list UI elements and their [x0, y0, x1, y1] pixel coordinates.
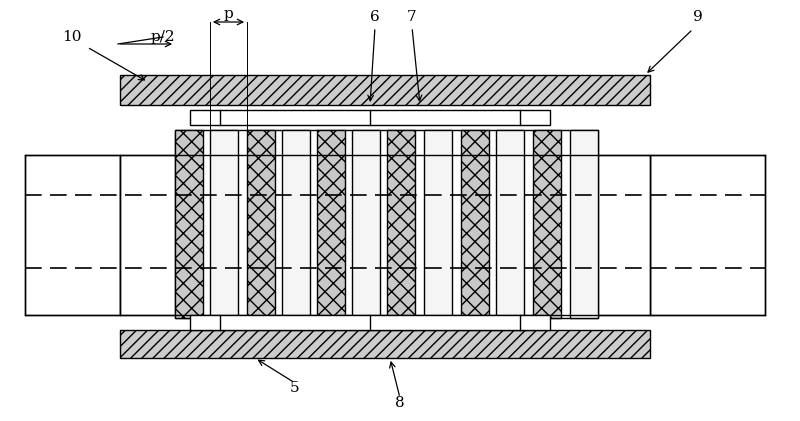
- Text: p: p: [223, 7, 233, 21]
- Bar: [120, 75, 650, 105]
- Bar: [282, 130, 310, 318]
- Bar: [461, 130, 489, 318]
- Bar: [424, 130, 452, 318]
- Text: 6: 6: [370, 10, 380, 24]
- Text: 8: 8: [395, 396, 405, 410]
- Bar: [533, 130, 561, 318]
- Bar: [317, 130, 345, 318]
- Bar: [570, 130, 598, 318]
- Bar: [210, 130, 238, 318]
- Bar: [190, 315, 550, 330]
- Bar: [120, 330, 650, 358]
- Text: 5: 5: [290, 381, 300, 395]
- Text: 7: 7: [407, 10, 417, 24]
- Text: 10: 10: [62, 30, 82, 44]
- Bar: [190, 110, 550, 125]
- Bar: [650, 155, 765, 315]
- Text: p/2: p/2: [150, 30, 175, 44]
- Bar: [352, 130, 380, 318]
- Bar: [387, 130, 415, 318]
- Bar: [120, 155, 650, 315]
- Bar: [247, 130, 275, 318]
- Bar: [25, 155, 120, 315]
- Bar: [496, 130, 524, 318]
- Bar: [175, 130, 598, 318]
- Text: 9: 9: [693, 10, 703, 24]
- Bar: [175, 130, 203, 318]
